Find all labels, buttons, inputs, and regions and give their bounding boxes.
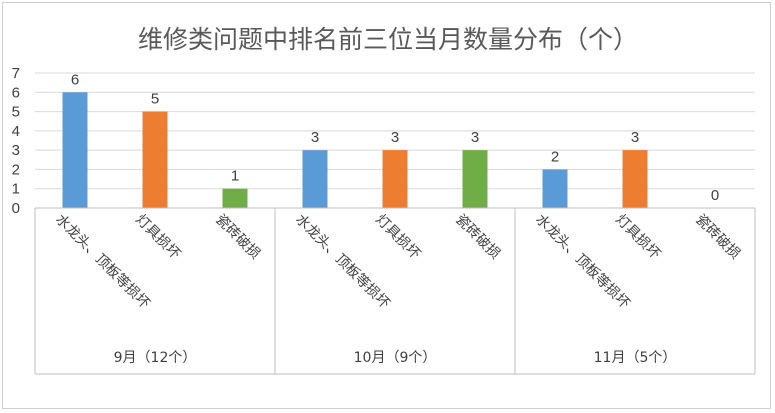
bar xyxy=(62,92,88,208)
y-axis-ticks: 0 1 2 3 4 5 6 7 xyxy=(12,65,20,217)
data-label: 3 xyxy=(471,129,479,146)
data-label: 5 xyxy=(151,91,159,108)
bar xyxy=(462,150,488,208)
data-label: 6 xyxy=(71,71,79,88)
data-label: 3 xyxy=(391,129,399,146)
y-tick-label: 2 xyxy=(12,161,20,178)
bar xyxy=(302,150,328,208)
y-tick-label: 6 xyxy=(12,84,20,101)
data-labels: 6 5 1 3 3 3 2 3 0 xyxy=(71,71,719,204)
bar xyxy=(142,111,168,208)
group-label: 11月（5个） xyxy=(594,350,677,366)
category-label: 瓷砖破损 xyxy=(212,212,263,263)
bars xyxy=(62,92,648,208)
y-tick-label: 4 xyxy=(12,123,20,140)
y-tick-label: 0 xyxy=(12,200,20,217)
data-label: 3 xyxy=(311,129,319,146)
category-label: 灯具损坏 xyxy=(132,212,183,263)
data-label: 3 xyxy=(631,129,639,146)
category-label: 瓷砖破损 xyxy=(452,212,503,263)
y-tick-label: 3 xyxy=(12,142,20,159)
bar xyxy=(382,150,408,208)
data-label: 0 xyxy=(711,187,719,204)
y-tick-label: 1 xyxy=(12,181,20,198)
group-label: 10月（9个） xyxy=(354,350,437,366)
category-label: 灯具损坏 xyxy=(372,212,423,263)
data-label: 1 xyxy=(231,168,239,185)
bar xyxy=(622,150,648,208)
y-tick-label: 7 xyxy=(12,65,20,82)
group-label: 9月（12个） xyxy=(114,350,197,366)
category-label: 灯具损坏 xyxy=(612,212,663,263)
chart-title: 维修类问题中排名前三位当月数量分布（个） xyxy=(138,25,638,54)
bar xyxy=(222,188,248,208)
y-tick-label: 5 xyxy=(12,104,20,121)
data-label: 2 xyxy=(551,148,559,165)
bar xyxy=(542,169,568,208)
category-label: 瓷砖破损 xyxy=(692,212,743,263)
